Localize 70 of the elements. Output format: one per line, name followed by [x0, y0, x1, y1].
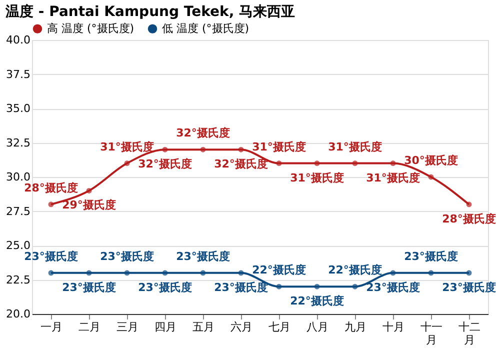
data-label: 23°摄氏度 [138, 280, 192, 294]
data-label: 22°摄氏度 [328, 264, 382, 277]
y-tick-label: 25.0 [6, 239, 30, 252]
y-tick-label: 30.0 [6, 170, 30, 184]
y-tick-label: 27.5 [6, 204, 30, 218]
y-tick-label: 20.0 [6, 308, 30, 320]
point [238, 146, 244, 152]
data-label: 30°摄氏度 [404, 154, 458, 167]
point [162, 270, 168, 276]
data-label: 23°摄氏度 [24, 250, 78, 263]
data-label: 32°摄氏度 [138, 158, 192, 171]
x-tick-label: 一月 [40, 320, 62, 334]
x-tick-label: 三月 [116, 320, 138, 334]
data-label: 23°摄氏度 [62, 280, 116, 294]
point [466, 270, 472, 276]
point [200, 146, 206, 152]
data-label: 23°摄氏度 [176, 250, 230, 263]
point [314, 284, 320, 290]
data-label: 28°摄氏度 [24, 181, 78, 194]
point [390, 270, 396, 276]
point [314, 160, 320, 166]
legend-label: 低 温度 (°摄氏度) [162, 22, 250, 35]
x-tick-label: 十月 [382, 320, 404, 334]
data-label: 23°摄氏度 [366, 280, 420, 294]
x-tick-label: 六月 [230, 320, 252, 334]
point [466, 202, 472, 208]
x-tick-label: 十二月 [458, 320, 480, 346]
point [428, 270, 434, 276]
point [276, 160, 282, 166]
data-label: 32°摄氏度 [176, 126, 230, 140]
point [200, 270, 206, 276]
point [390, 160, 396, 166]
y-tick-label: 40.0 [6, 34, 30, 46]
point [86, 270, 92, 276]
y-tick-label: 32.5 [6, 136, 30, 150]
data-label: 31°摄氏度 [328, 140, 382, 154]
point [352, 160, 358, 166]
data-label: 23°摄氏度 [442, 280, 496, 294]
point [124, 160, 130, 166]
legend-label: 高 温度 (°摄氏度) [47, 22, 134, 35]
point [276, 284, 282, 290]
x-tick-label: 九月 [344, 320, 366, 334]
y-tick-label: 37.5 [6, 68, 30, 81]
point [428, 174, 434, 180]
y-tick-label: 22.5 [6, 273, 30, 286]
x-tick-label: 八月 [306, 320, 328, 334]
data-label: 31°摄氏度 [290, 171, 344, 184]
data-label: 31°摄氏度 [100, 140, 154, 154]
y-tick-label: 35.0 [6, 102, 30, 115]
x-tick-label: 二月 [78, 320, 100, 334]
x-tick-label: 十一月 [420, 320, 442, 346]
data-label: 22°摄氏度 [290, 294, 344, 308]
point [238, 270, 244, 276]
data-label: 31°摄氏度 [366, 171, 420, 184]
point [48, 202, 54, 208]
chart-title: 温度 - Pantai Kampung Tekek, 马来西亚 [4, 3, 296, 20]
data-label: 23°摄氏度 [404, 250, 458, 263]
data-label: 29°摄氏度 [62, 198, 116, 212]
data-label: 23°摄氏度 [100, 250, 154, 263]
data-label: 31°摄氏度 [252, 140, 306, 154]
point [124, 270, 130, 276]
data-label: 22°摄氏度 [252, 264, 306, 277]
point [352, 284, 358, 290]
x-tick-label: 五月 [192, 320, 214, 334]
point [86, 188, 92, 194]
point [162, 146, 168, 152]
point [48, 270, 54, 276]
x-tick-label: 四月 [154, 320, 176, 334]
x-tick-label: 七月 [268, 320, 290, 334]
data-label: 28°摄氏度 [442, 212, 496, 226]
